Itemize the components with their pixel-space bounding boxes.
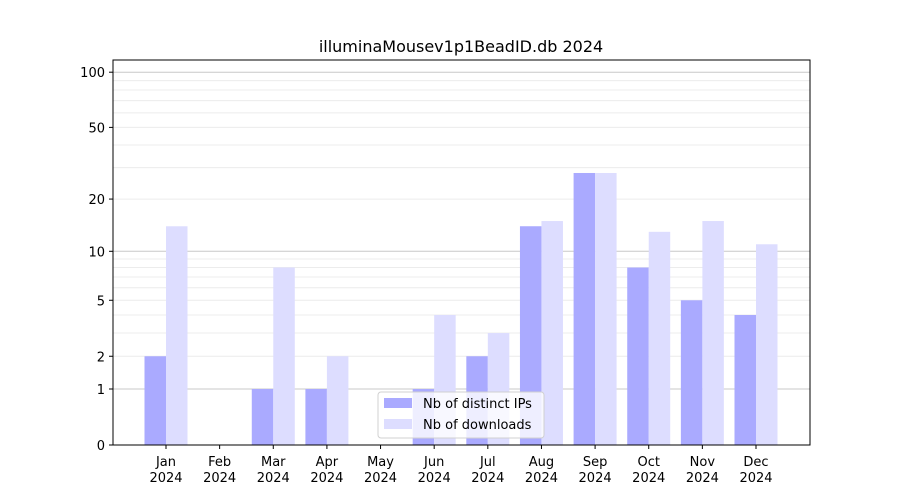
- bar-downloads: [756, 244, 778, 445]
- bar-distinct-ips: [519, 226, 542, 445]
- x-tick-label: May 2024: [364, 455, 397, 486]
- plot-frame: [112, 59, 811, 446]
- x-tick-label: Nov 2024: [686, 455, 719, 486]
- x-tick-label-line: Jul: [479, 455, 496, 470]
- bar-distinct-ips: [734, 314, 756, 445]
- x-tick-label-line: 2024: [364, 471, 397, 486]
- bar-distinct-ips: [680, 300, 703, 445]
- x-tick-label: Jul 2024: [471, 455, 504, 486]
- x-tick-label: Dec 2024: [739, 455, 772, 486]
- x-tick-label-line: Apr: [316, 455, 339, 470]
- bar-distinct-ips: [305, 389, 327, 445]
- bar-distinct-ips: [144, 356, 166, 445]
- bar-distinct-ips: [251, 389, 274, 445]
- legend-box: [377, 391, 545, 439]
- x-tick-label: Oct 2024: [632, 455, 665, 486]
- x-tick-label-line: Jun: [423, 455, 444, 470]
- x-tick-label: Jan 2024: [149, 455, 182, 486]
- x-tick-label-line: 2024: [310, 471, 343, 486]
- bar-downloads: [166, 226, 188, 445]
- x-tick-label: Feb 2024: [203, 455, 236, 486]
- legend-label: Nb of downloads: [423, 418, 532, 433]
- x-tick-label-line: Dec: [743, 455, 768, 470]
- y-tick-label: 2: [97, 350, 105, 365]
- bar-downloads: [326, 356, 349, 445]
- x-tick-label-line: 2024: [418, 471, 451, 486]
- legend-swatch: [384, 398, 412, 408]
- x-tick-label-line: 2024: [686, 471, 719, 486]
- x-tick-label-line: 2024: [149, 471, 182, 486]
- bar-downloads: [648, 231, 671, 445]
- x-tick-label-line: Sep: [583, 455, 608, 470]
- x-tick-label-line: 2024: [203, 471, 236, 486]
- y-tick-label: 5: [97, 294, 105, 309]
- x-tick-label-line: Oct: [637, 455, 659, 470]
- bar-distinct-ips: [573, 172, 596, 446]
- legend-label: Nb of distinct IPs: [423, 397, 532, 412]
- legend-swatch: [384, 419, 412, 429]
- x-tick-label-line: 2024: [739, 471, 772, 486]
- y-tick-label: 0: [97, 439, 105, 454]
- bar-distinct-ips: [627, 267, 649, 445]
- x-tick-label-line: 2024: [471, 471, 504, 486]
- x-tick-label-line: Feb: [208, 455, 231, 470]
- x-tick-label-line: May: [367, 455, 394, 470]
- bar-downloads: [702, 221, 724, 445]
- x-tick-label-line: Nov: [690, 455, 716, 470]
- x-tick-label: Aug 2024: [525, 455, 558, 486]
- bar-downloads: [273, 267, 295, 445]
- x-tick-label-line: Mar: [261, 455, 286, 470]
- y-tick-label: 1: [97, 383, 105, 398]
- x-tick-label-line: Aug: [529, 455, 554, 470]
- x-tick-label: Mar 2024: [257, 455, 290, 486]
- bar-downloads: [595, 172, 617, 446]
- y-tick-label: 100: [80, 66, 105, 81]
- bar-downloads: [541, 221, 563, 445]
- y-tick-label: 10: [88, 245, 105, 260]
- x-tick-label-line: Jan: [155, 455, 176, 470]
- x-tick-label-line: 2024: [525, 471, 558, 486]
- x-tick-label-line: 2024: [632, 471, 665, 486]
- x-tick-label: Sep 2024: [579, 455, 612, 486]
- chart-title: illuminaMousev1p1BeadID.db 2024: [319, 37, 603, 56]
- x-tick-label: Jun 2024: [418, 455, 451, 486]
- y-tick-label: 50: [88, 121, 105, 136]
- x-tick-label-line: 2024: [579, 471, 612, 486]
- x-tick-label: Apr 2024: [310, 455, 343, 486]
- x-tick-label-line: 2024: [257, 471, 290, 486]
- y-tick-label: 20: [88, 193, 105, 208]
